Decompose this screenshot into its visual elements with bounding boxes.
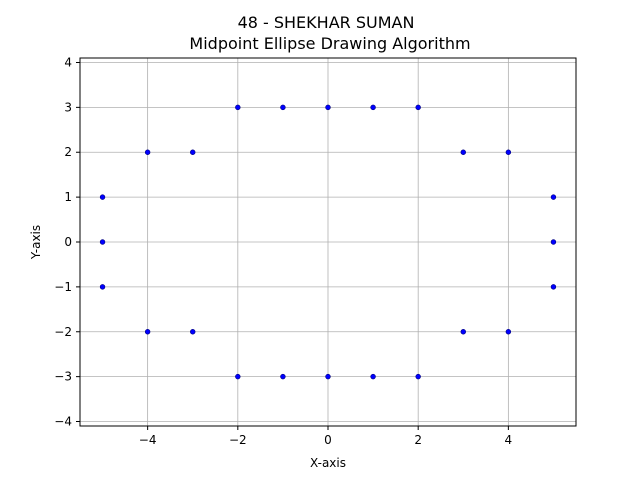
y-tick-label: 1: [64, 190, 72, 204]
data-point: [550, 239, 557, 245]
data-point: [99, 239, 106, 245]
y-tick-label: 3: [64, 100, 72, 114]
y-tick-label: −2: [54, 325, 72, 339]
data-point: [550, 194, 557, 200]
x-tick-label: 0: [324, 433, 332, 447]
data-point: [415, 104, 421, 111]
chart-title: 48 - SHEKHAR SUMAN: [238, 13, 415, 32]
x-tick-label: 4: [505, 433, 513, 447]
y-tick-label: −3: [54, 370, 72, 384]
data-point: [144, 149, 151, 155]
data-point: [280, 373, 286, 380]
y-tick-label: −1: [54, 280, 72, 294]
data-point: [280, 104, 286, 111]
x-axis-label: X-axis: [310, 456, 346, 470]
y-tick-label: 0: [64, 235, 72, 249]
data-point: [235, 373, 241, 380]
data-point: [460, 329, 466, 335]
x-tick-label: −4: [139, 433, 157, 447]
data-point: [550, 284, 557, 290]
data-point: [190, 149, 196, 155]
data-point: [99, 194, 106, 200]
data-point: [144, 329, 151, 335]
y-axis-label: Y-axis: [29, 225, 43, 260]
data-point: [370, 373, 376, 380]
y-tick-label: 2: [64, 145, 72, 159]
data-point: [415, 373, 421, 380]
y-tick-label: 4: [64, 55, 72, 69]
data-point: [190, 329, 196, 335]
data-point: [460, 149, 466, 155]
data-point: [505, 149, 512, 155]
data-point: [370, 104, 376, 111]
data-point: [325, 373, 331, 380]
data-points: [99, 104, 557, 380]
chart-subtitle: Midpoint Ellipse Drawing Algorithm: [189, 34, 470, 53]
x-tick-label: 2: [414, 433, 422, 447]
data-point: [99, 284, 106, 290]
data-point: [325, 104, 331, 111]
x-tick-label: −2: [229, 433, 247, 447]
y-tick-label: −4: [54, 415, 72, 429]
data-point: [505, 329, 512, 335]
data-point: [235, 104, 241, 111]
axis-ticks: −4 −2 0 2 4 −4 −3 −2 −1 0 1 2 3 4: [54, 55, 512, 447]
